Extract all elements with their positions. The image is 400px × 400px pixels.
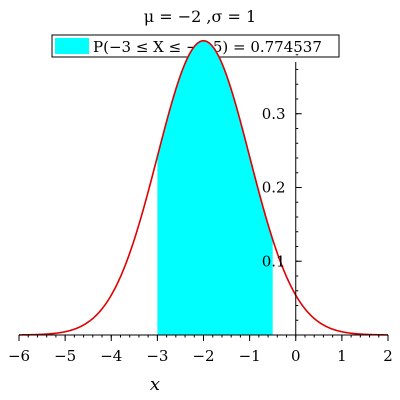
x-tick-label: 0 [291, 347, 301, 365]
y-tick-label: 0.3 [262, 105, 286, 123]
x-tick-label: 2 [383, 347, 393, 365]
shaded-probability-area [157, 40, 273, 335]
chart-title: μ = −2 ,σ = 1 [144, 7, 256, 26]
x-tick-label: −4 [100, 347, 122, 365]
axes: −6 −5 −4 −3 −2 −1 0 1 2 0.1 0.2 0.3 [8, 54, 393, 365]
x-tick-label: −6 [8, 347, 30, 365]
x-tick-label: −5 [54, 347, 76, 365]
x-tick-label: −2 [192, 347, 214, 365]
y-tick-label: 0.2 [262, 179, 286, 197]
x-tick-label: 1 [337, 347, 347, 365]
x-tick-label: −1 [239, 347, 261, 365]
density-curve [18, 39, 389, 336]
x-axis-label: x [150, 374, 160, 395]
x-tick-label: −3 [146, 347, 168, 365]
y-tick-label: 0.1 [262, 252, 286, 270]
legend-swatch [55, 38, 89, 54]
